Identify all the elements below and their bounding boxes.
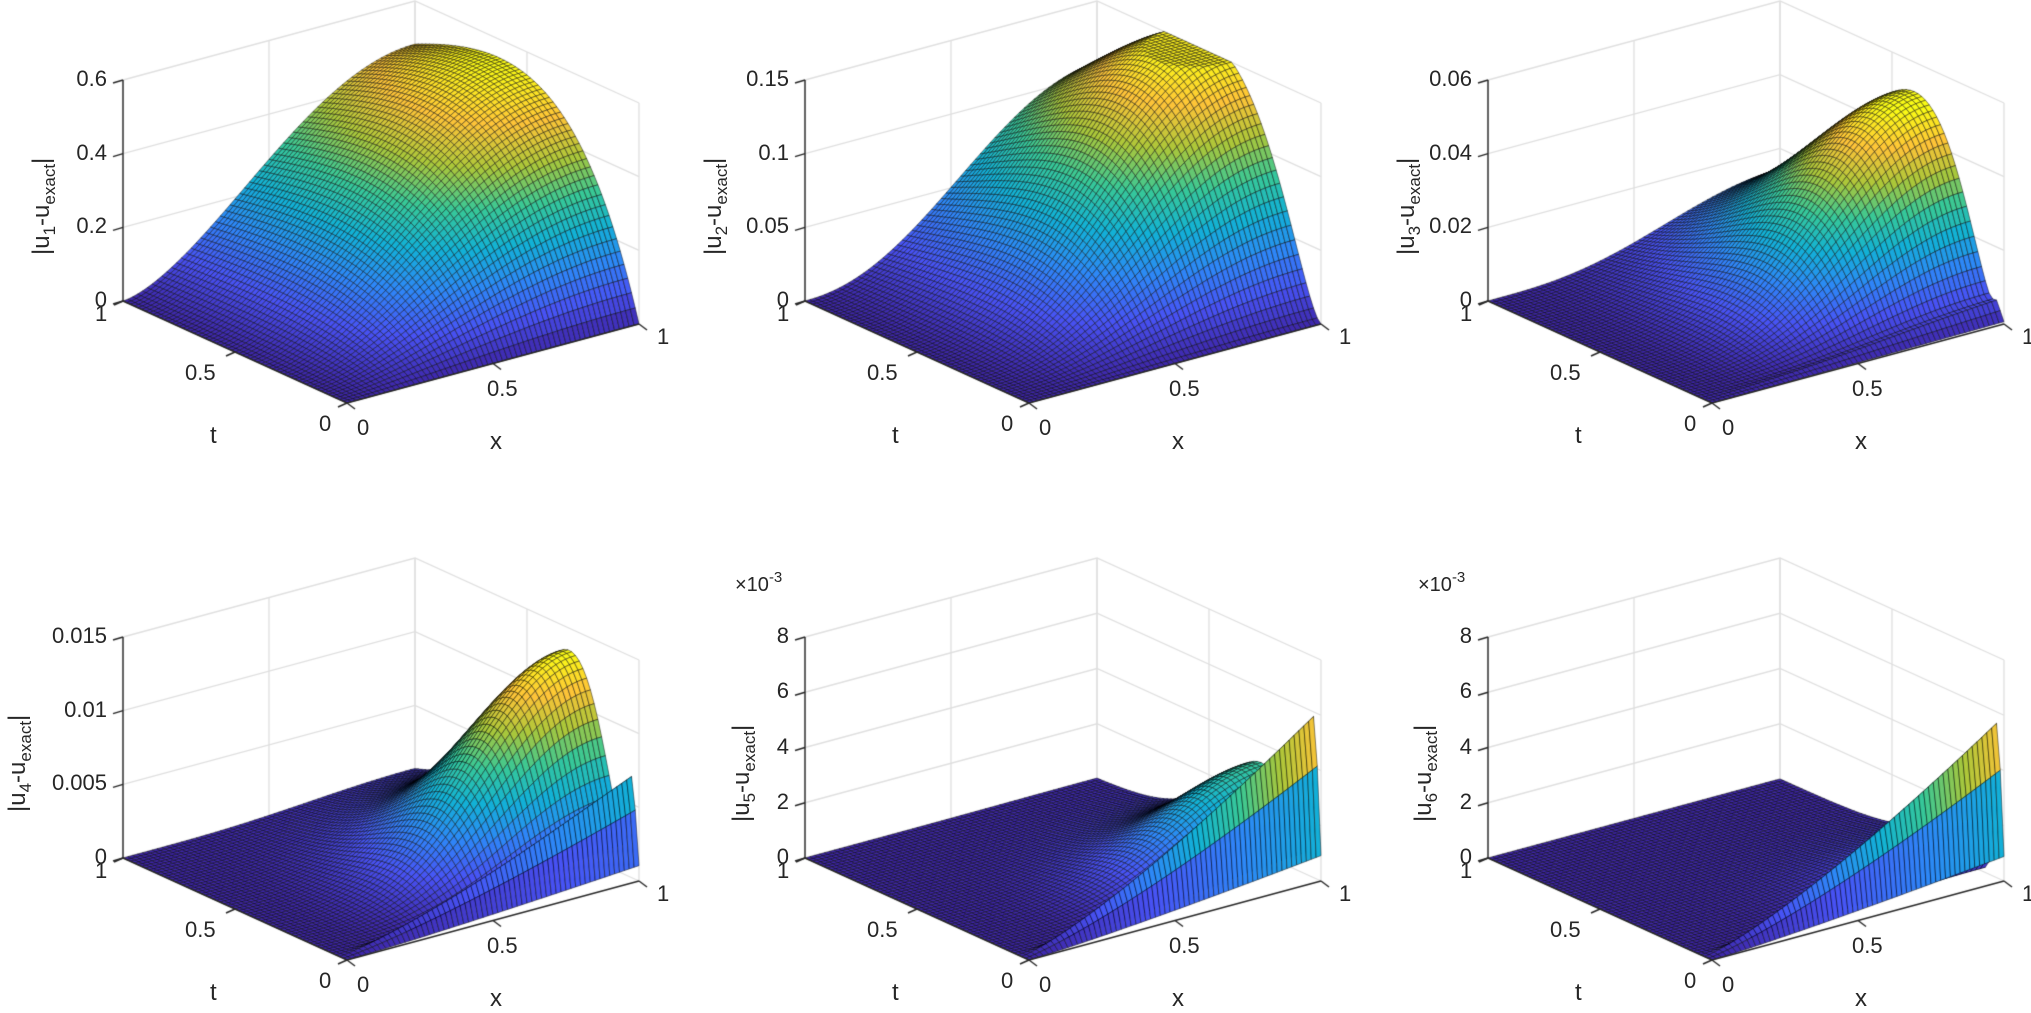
- z-tick-label: 0.2: [76, 213, 107, 239]
- z-tick-label: 0: [94, 287, 107, 312]
- x-tick-label: 0.5: [1169, 375, 1200, 401]
- x-tick-label: 0: [1722, 972, 1735, 997]
- t-tick-label: 0.5: [867, 360, 898, 385]
- z-axis-label: |u4-uexact|: [4, 714, 35, 812]
- x-tick-label: 0: [1039, 415, 1052, 440]
- x-tick-label: 0.5: [1852, 932, 1883, 958]
- t-axis-label: t: [1575, 979, 1582, 1006]
- x-tick-label: 1: [1339, 324, 1352, 349]
- x-tick-label: 1: [2022, 324, 2031, 349]
- z-tick-label: 0.06: [1429, 66, 1472, 91]
- z-tick-label: 4: [776, 733, 789, 759]
- z-tick-label: 6: [1459, 678, 1472, 704]
- z-tick-label: 4: [1459, 733, 1472, 759]
- z-tick-label: 0.6: [76, 66, 107, 91]
- z-multiplier-label: ×10-3: [735, 569, 783, 596]
- x-tick-label: 1: [1339, 881, 1352, 906]
- z-axis-label: |u2-uexact|: [700, 157, 731, 255]
- x-tick-label: 0: [357, 415, 370, 440]
- z-axis-label: |u1-uexact|: [28, 157, 59, 255]
- z-tick-label: 0.4: [76, 139, 107, 165]
- z-axis-label: |u6-uexact|: [1410, 724, 1441, 822]
- x-axis-label: x: [490, 985, 502, 1012]
- t-axis-label: t: [210, 979, 217, 1006]
- t-tick-label: 1: [777, 858, 790, 883]
- t-tick-label: 0: [319, 411, 332, 436]
- z-tick-label: 6: [776, 678, 789, 704]
- t-axis-label: t: [892, 422, 899, 449]
- t-tick-label: 1: [777, 301, 790, 326]
- z-tick-label: 0.1: [758, 139, 789, 165]
- t-tick-label: 0: [319, 968, 332, 993]
- x-tick-label: 1: [2022, 881, 2031, 906]
- x-axis-label: x: [1855, 985, 1867, 1012]
- z-tick-label: 0.01: [64, 696, 107, 722]
- t-tick-label: 0.5: [1550, 360, 1581, 385]
- x-tick-label: 0.5: [1852, 375, 1883, 401]
- t-axis-label: t: [892, 979, 899, 1006]
- t-tick-label: 0: [1001, 411, 1014, 436]
- t-axis-label: t: [1575, 422, 1582, 449]
- z-tick-label: 2: [1459, 788, 1472, 814]
- t-tick-label: 0: [1001, 968, 1014, 993]
- x-axis-label: x: [1172, 985, 1184, 1012]
- z-tick-label: 0: [1459, 844, 1472, 869]
- z-tick-label: 0.02: [1429, 213, 1472, 239]
- t-tick-label: 0.5: [185, 360, 216, 385]
- t-axis-label: t: [210, 422, 217, 449]
- x-tick-label: 0.5: [1169, 932, 1200, 958]
- z-axis-label: |u5-uexact|: [728, 724, 759, 822]
- t-tick-label: 0.5: [185, 917, 216, 942]
- z-tick-label: 0: [776, 844, 789, 869]
- x-tick-label: 1: [657, 881, 670, 906]
- x-axis-label: x: [1172, 428, 1184, 455]
- x-tick-label: 0: [1722, 415, 1735, 440]
- z-multiplier-label: ×10-3: [1418, 569, 1466, 596]
- t-tick-label: 0.5: [867, 917, 898, 942]
- t-tick-label: 1: [1460, 301, 1473, 326]
- x-tick-label: 0.5: [487, 932, 518, 958]
- x-axis-label: x: [1855, 428, 1867, 455]
- z-tick-label: 8: [776, 623, 789, 648]
- x-tick-label: 0: [357, 972, 370, 997]
- t-tick-label: 0.5: [1550, 917, 1581, 942]
- x-tick-label: 0: [1039, 972, 1052, 997]
- z-axis-label: |u3-uexact|: [1393, 157, 1424, 255]
- t-tick-label: 0: [1684, 968, 1697, 993]
- z-tick-label: 8: [1459, 623, 1472, 648]
- z-tick-label: 2: [776, 788, 789, 814]
- x-tick-label: 1: [657, 324, 670, 349]
- z-tick-label: 0.15: [746, 66, 789, 91]
- z-tick-label: 0.05: [746, 213, 789, 239]
- z-tick-label: 0.04: [1429, 139, 1472, 165]
- z-tick-label: 0: [776, 287, 789, 312]
- z-tick-label: 0: [1459, 287, 1472, 312]
- z-tick-label: 0.005: [51, 770, 107, 796]
- t-tick-label: 1: [1460, 858, 1473, 883]
- x-axis-label: x: [490, 428, 502, 455]
- t-tick-label: 1: [95, 301, 108, 326]
- z-tick-label: 0: [94, 844, 107, 869]
- x-tick-label: 0.5: [487, 375, 518, 401]
- t-tick-label: 0: [1684, 411, 1697, 436]
- z-tick-label: 0.015: [51, 623, 107, 648]
- t-tick-label: 1: [95, 858, 108, 883]
